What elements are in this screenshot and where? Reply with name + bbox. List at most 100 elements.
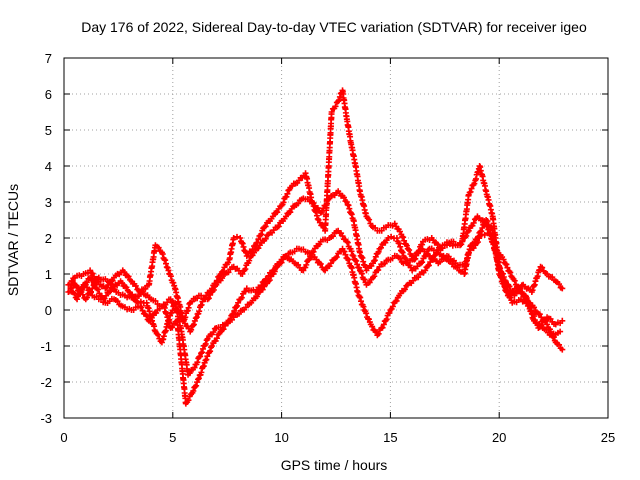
data-point (335, 98, 342, 105)
data-point-fill (309, 200, 316, 207)
data-point-fill (274, 209, 281, 216)
data-point-fill (103, 292, 110, 299)
data-point-fill (470, 219, 477, 226)
data-point-fill (105, 281, 112, 288)
data-point-fill (503, 261, 510, 268)
data-point-fill (547, 328, 554, 335)
data-point-fill (143, 312, 150, 319)
y-tick-label: 7 (45, 51, 52, 66)
y-tick-labels: -3 -2 -1 0 1 2 3 4 5 6 7 (40, 51, 52, 426)
data-point-fill (497, 265, 504, 272)
data-point-fill (375, 248, 382, 255)
data-point-fill (399, 249, 406, 256)
data-point-fill (190, 322, 197, 329)
data-point-fill (185, 397, 192, 404)
data-point-fill (242, 266, 249, 273)
data-point-fill (375, 267, 382, 274)
data-point-fill (95, 278, 102, 285)
data-point-fill (379, 324, 386, 331)
data-point-fill (152, 297, 159, 304)
data-point-fill (349, 252, 356, 259)
data-point (328, 109, 335, 115)
data-point-fill (475, 233, 482, 240)
series-track-4 (65, 87, 566, 335)
data-point-fill (344, 255, 351, 262)
data-point (411, 256, 418, 263)
data-point-fill (313, 209, 320, 216)
data-point-fill (342, 251, 349, 258)
data-point (544, 321, 551, 328)
data-point-fill (235, 310, 242, 317)
data-point-fill (336, 93, 343, 100)
data-point-fill (198, 301, 205, 308)
data-point-fill (188, 326, 195, 333)
data-point-fill (284, 190, 291, 197)
data-point (559, 346, 566, 353)
data-point (193, 314, 200, 321)
x-tick-label: 25 (601, 430, 615, 445)
data-point-fill (167, 273, 174, 280)
data-point-fill (193, 382, 200, 389)
data-point-fill (192, 315, 199, 322)
data-point-fill (262, 223, 269, 230)
data-point-fill (306, 250, 313, 257)
data-point-fill (94, 286, 101, 293)
data-point-fill (319, 208, 326, 215)
data-point-fill (504, 264, 511, 271)
data-point-fill (536, 311, 543, 318)
x-tick-label: 0 (60, 430, 67, 445)
data-point (343, 238, 350, 245)
data-point (559, 317, 566, 324)
data-point-fill (360, 258, 367, 265)
data-point-fill (425, 262, 432, 269)
data-point-fill (556, 341, 563, 348)
data-point-fill (303, 261, 310, 268)
data-point-fill (403, 242, 410, 249)
data-point-fill (89, 270, 96, 277)
data-point-fill (467, 188, 474, 195)
data-point-fill (370, 258, 377, 265)
data-point (74, 296, 81, 303)
data-point-fill (353, 257, 360, 264)
data-point-fill (365, 316, 372, 323)
data-point-fill (262, 235, 269, 242)
data-point (278, 202, 285, 209)
data-point (393, 235, 400, 241)
data-point-fill (358, 253, 365, 260)
data-point (422, 267, 429, 274)
data-point-fill (531, 304, 538, 311)
data-point-fill (363, 310, 370, 317)
data-point-fill (523, 295, 530, 302)
data-point-fill (478, 228, 485, 235)
data-point-fill (199, 345, 206, 352)
data-point-fill (345, 202, 352, 209)
data-point-fill (398, 248, 405, 255)
data-point-fill (313, 212, 320, 219)
data-point (356, 249, 363, 256)
data-point-fill (401, 286, 408, 293)
data-point-fill (148, 314, 155, 321)
data-point-fill (204, 353, 211, 360)
data-point-fill (471, 239, 478, 246)
data-point-fill (207, 348, 214, 355)
data-point-fill (375, 330, 382, 337)
grid (64, 58, 608, 418)
data-point-fill (556, 281, 563, 288)
data-point-fill (190, 321, 197, 328)
y-tick-label: 6 (45, 87, 52, 102)
data-point-fill (348, 248, 355, 255)
data-point-fill (258, 282, 265, 289)
data-point-fill (501, 277, 508, 284)
series-track-2 (67, 217, 564, 378)
data-point-fill (357, 294, 364, 301)
data-point-fill (238, 294, 245, 301)
data-point-fill (346, 205, 353, 212)
y-axis-label: SDTVAR / TECUs (5, 184, 21, 296)
data-point-fill (479, 224, 486, 231)
data-point-fill (231, 307, 238, 314)
x-tick-labels: 0 5 10 15 20 25 (60, 430, 615, 445)
data-point-fill (196, 308, 203, 315)
data-point-fill (258, 231, 265, 238)
plot-frame (63, 57, 609, 419)
y-tick-label: 4 (45, 159, 52, 174)
